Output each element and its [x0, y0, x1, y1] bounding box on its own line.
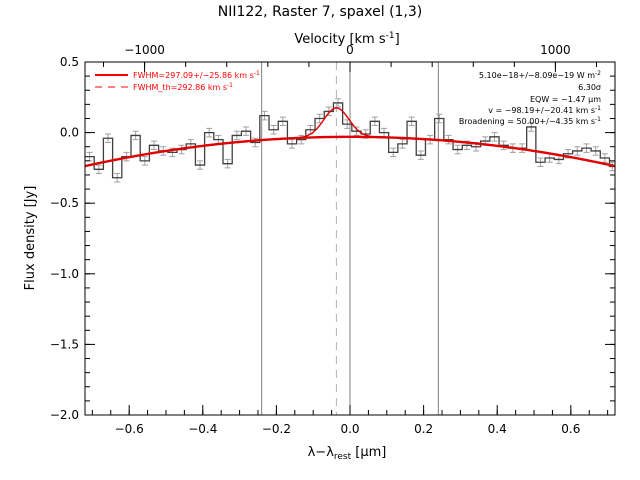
x-tick-label: 0.2	[414, 422, 433, 436]
chart-title: NII122, Raster 7, spaxel (1,3)	[218, 4, 423, 20]
top-tick-label: 1000	[540, 43, 571, 57]
annotation-flux: 5.10e−18+/−8.09e−19 W m-2	[479, 70, 601, 80]
y-tick-label: −2.0	[50, 408, 79, 422]
annotation-velocity: v = −98.19+/−20.41 km s-1	[488, 105, 601, 115]
axes-ticks: −0.6 −0.4 −0.2 0.0 0.2 0.4 0.6 −2.0 −1.5 −1.0 −0.5…	[50, 43, 615, 436]
legend: FWHM=297.09+/−25.86 km s-1 FWHM_th=292.8…	[95, 70, 260, 92]
x-tick-label: 0.0	[340, 422, 359, 436]
annotation-sigma: 6.30σ	[578, 83, 601, 92]
gaussian-fit-line	[276, 107, 402, 140]
y-tick-label: 0.0	[60, 126, 79, 140]
y-tick-label: −1.5	[50, 337, 79, 351]
y-axis-label: Flux density [Jy]	[23, 186, 38, 291]
annotation-eqw: EQW = −1.47 μm	[530, 95, 601, 104]
y-tick-label: −1.0	[50, 267, 79, 281]
x-tick-label: −0.2	[262, 422, 291, 436]
continuum-fit-line	[84, 135, 616, 168]
legend-label-fwhm: FWHM=297.09+/−25.86 km s-1	[133, 70, 260, 80]
top-tick-label: 0	[346, 43, 354, 57]
top-axis-label: Velocity [km s-1]	[294, 31, 399, 47]
x-tick-label: 0.6	[561, 422, 580, 436]
x-axis-label: λ−λrest [μm]	[308, 445, 387, 462]
top-tick-label: −1000	[124, 43, 165, 57]
vertical-reference-lines	[261, 62, 439, 415]
fit-annotations: 5.10e−18+/−8.09e−19 W m-2 6.30σ EQW = −1…	[459, 70, 601, 126]
x-tick-label: −0.4	[188, 422, 217, 436]
x-tick-label: −0.6	[115, 422, 144, 436]
y-tick-label: −0.5	[50, 196, 79, 210]
x-tick-label: 0.4	[488, 422, 507, 436]
y-tick-label: 0.5	[60, 55, 79, 69]
legend-label-fwhm-th: FWHM_th=292.86 km s-1	[133, 82, 233, 92]
annotation-broadening: Broadening = 50.00+/−4.35 km s-1	[459, 116, 601, 126]
model-fit-series	[84, 107, 616, 168]
